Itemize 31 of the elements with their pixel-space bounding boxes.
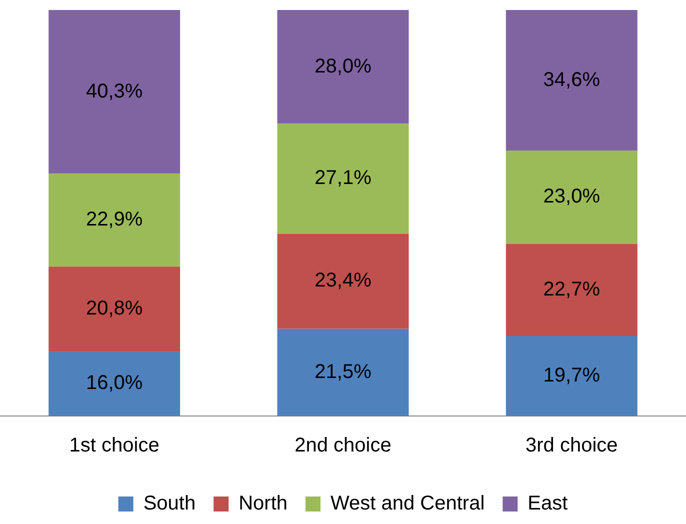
x-tick-label: 3rd choice <box>526 434 618 457</box>
data-label: 28,0% <box>314 55 372 78</box>
bar <box>277 10 409 124</box>
legend-label: South <box>143 492 196 515</box>
data-label: 23,0% <box>543 186 600 208</box>
bar <box>506 150 638 244</box>
data-label: 16,0% <box>86 372 143 394</box>
data-label: 27,1% <box>314 167 372 190</box>
data-label: 40,3% <box>86 80 143 102</box>
data-label: 20,8% <box>86 297 143 320</box>
legend-label: East <box>528 492 568 515</box>
data-label: 19,7% <box>543 364 600 387</box>
bar <box>506 244 638 336</box>
bar <box>48 174 180 267</box>
legend-label: North <box>238 492 288 515</box>
bar <box>277 328 409 416</box>
data-label: 34,6% <box>543 68 600 91</box>
bar <box>48 351 180 416</box>
legend-label: West and Central <box>330 492 485 515</box>
bar <box>48 266 180 352</box>
bar <box>506 336 638 416</box>
bar <box>48 10 180 174</box>
x-tick-label: 2nd choice <box>294 434 392 457</box>
data-label: 22,9% <box>86 208 143 231</box>
data-label: 21,5% <box>314 360 372 383</box>
bar <box>277 234 409 329</box>
bar <box>277 124 409 234</box>
data-label: 22,7% <box>543 278 600 300</box>
bar <box>506 10 638 150</box>
data-label: 23,4% <box>314 270 372 292</box>
x-tick-label: 1st choice <box>69 434 160 457</box>
